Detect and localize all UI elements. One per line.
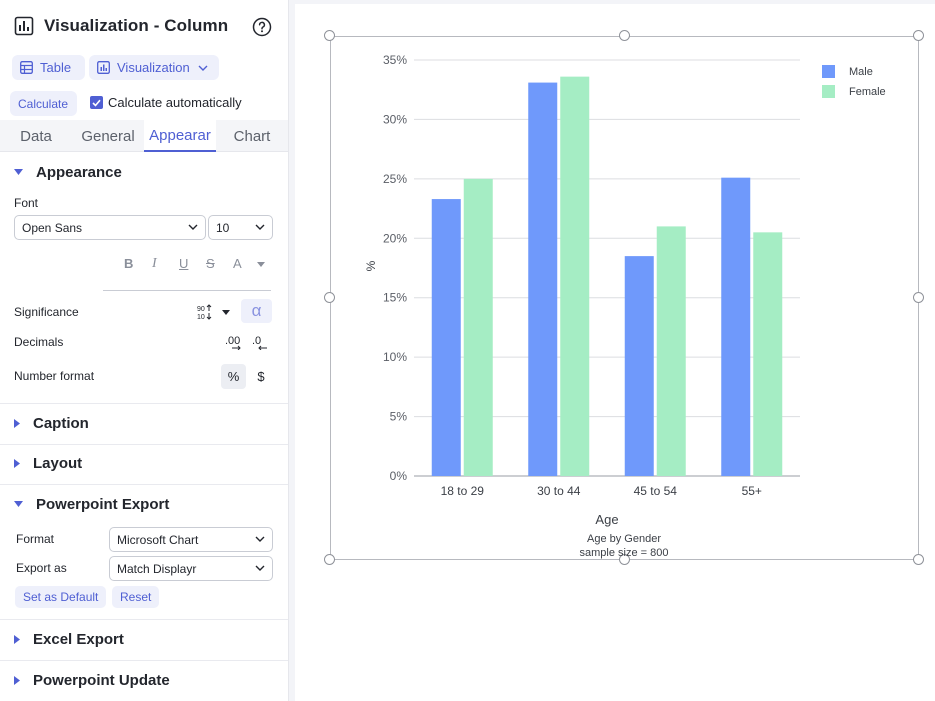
calculate-label: Calculate (18, 96, 69, 111)
resize-handle-right[interactable] (913, 292, 924, 303)
section-divider (0, 660, 288, 661)
caption-section-title: Caption (33, 414, 89, 432)
strikethrough-button[interactable]: S (206, 256, 215, 271)
triangle-down-icon (14, 169, 23, 175)
format-label: Format (16, 532, 55, 546)
resize-handle-bottom[interactable] (619, 554, 630, 565)
font-label: Font (14, 196, 39, 210)
significance-label: Significance (14, 305, 79, 319)
svg-text:.00: .00 (225, 335, 240, 347)
triangle-right-icon (14, 458, 20, 468)
bold-button[interactable]: B (124, 256, 134, 271)
resize-handle-top-right[interactable] (913, 30, 924, 41)
caption-section-header[interactable]: Caption (0, 411, 288, 435)
help-icon[interactable] (252, 17, 272, 37)
font-family-select[interactable]: Open Sans (14, 215, 206, 240)
triangle-right-icon (14, 418, 20, 428)
layout-section-title: Layout (33, 454, 83, 472)
underline-button[interactable]: U (179, 256, 189, 271)
currency-format-button[interactable]: $ (257, 369, 265, 384)
resize-handle-bottom-right[interactable] (913, 554, 924, 565)
tab-appearance[interactable]: Appearar (144, 120, 216, 152)
checkbox-checked-icon (90, 96, 103, 109)
font-family-value: Open Sans (22, 220, 83, 235)
visualization-view-button[interactable]: Visualization (89, 55, 219, 80)
chevron-down-icon (198, 65, 208, 71)
powerpoint-export-section-title: Powerpoint Export (36, 495, 170, 513)
settings-panel: Visualization - Column Table Visualizati… (0, 0, 289, 701)
calculate-button[interactable]: Calculate (10, 91, 77, 116)
excel-export-section-header[interactable]: Excel Export (0, 627, 288, 651)
caret-down-icon[interactable] (257, 262, 265, 267)
triangle-right-icon (14, 675, 20, 685)
appearance-section-title: Appearance (36, 163, 122, 181)
table-view-button[interactable]: Table (12, 55, 85, 80)
svg-text:.0: .0 (252, 335, 261, 347)
section-divider (0, 444, 288, 445)
section-divider (0, 484, 288, 485)
significance-arrows-icon[interactable]: 90 10 (196, 304, 214, 320)
set-as-default-button[interactable]: Set as Default (15, 586, 107, 608)
increase-decimals-icon[interactable]: .00 (225, 334, 243, 350)
tab-general[interactable]: General (81, 127, 135, 145)
export-as-label: Export as (16, 561, 67, 575)
export-as-value: Match Displayr (117, 561, 197, 576)
caret-down-icon[interactable] (222, 310, 230, 315)
chevron-down-icon (255, 536, 265, 542)
table-view-label: Table (40, 60, 72, 75)
chevron-down-icon (255, 224, 265, 230)
export-format-select[interactable]: Microsoft Chart (109, 527, 273, 552)
chart-selection-frame[interactable] (330, 36, 919, 560)
section-divider (0, 619, 288, 620)
section-divider (0, 403, 288, 404)
calculate-automatically-label: Calculate automatically (108, 95, 242, 110)
decimals-label: Decimals (14, 335, 64, 349)
powerpoint-export-section-header[interactable]: Powerpoint Export (0, 492, 288, 516)
resize-handle-top[interactable] (619, 30, 630, 41)
resize-handle-top-left[interactable] (324, 30, 335, 41)
font-size-value: 10 (216, 220, 230, 235)
chevron-down-icon (188, 224, 198, 230)
layout-section-header[interactable]: Layout (0, 451, 288, 475)
appearance-section-header[interactable]: Appearance (0, 160, 288, 184)
percent-format-button[interactable]: % (221, 364, 246, 389)
number-format-label: Number format (14, 369, 95, 383)
bar-chart-icon (14, 16, 34, 36)
calculate-automatically-checkbox[interactable]: Calculate automatically (90, 95, 242, 110)
table-icon (20, 61, 33, 74)
svg-text:90: 90 (197, 306, 205, 313)
chevron-down-icon (255, 565, 265, 571)
tab-data[interactable]: Data (20, 127, 52, 145)
reset-button[interactable]: Reset (112, 586, 160, 608)
italic-button[interactable]: I (152, 256, 157, 271)
panel-header: Visualization - Column (14, 12, 276, 40)
svg-text:10: 10 (197, 314, 205, 320)
resize-handle-left[interactable] (324, 292, 335, 303)
powerpoint-update-section-title: Powerpoint Update (33, 671, 170, 689)
bar-chart-icon (97, 61, 110, 74)
panel-title: Visualization - Column (44, 16, 229, 35)
tab-chart[interactable]: Chart (233, 127, 271, 145)
page-canvas (295, 4, 935, 701)
excel-export-section-title: Excel Export (33, 630, 124, 648)
panel-splitter[interactable] (289, 0, 295, 701)
powerpoint-update-section-header[interactable]: Powerpoint Update (0, 668, 288, 692)
visualization-view-label: Visualization (117, 60, 190, 75)
divider-line (103, 290, 271, 291)
resize-handle-bottom-left[interactable] (324, 554, 335, 565)
panel-tabs: Data General Appearar Chart (0, 120, 288, 152)
decrease-decimals-icon[interactable]: .0 (252, 334, 270, 350)
export-as-select[interactable]: Match Displayr (109, 556, 273, 581)
export-format-value: Microsoft Chart (117, 532, 199, 547)
triangle-down-icon (14, 501, 23, 507)
font-color-button[interactable]: A (233, 256, 242, 271)
font-size-select[interactable]: 10 (208, 215, 273, 240)
triangle-right-icon (14, 634, 20, 644)
alpha-button[interactable]: α (241, 299, 272, 323)
